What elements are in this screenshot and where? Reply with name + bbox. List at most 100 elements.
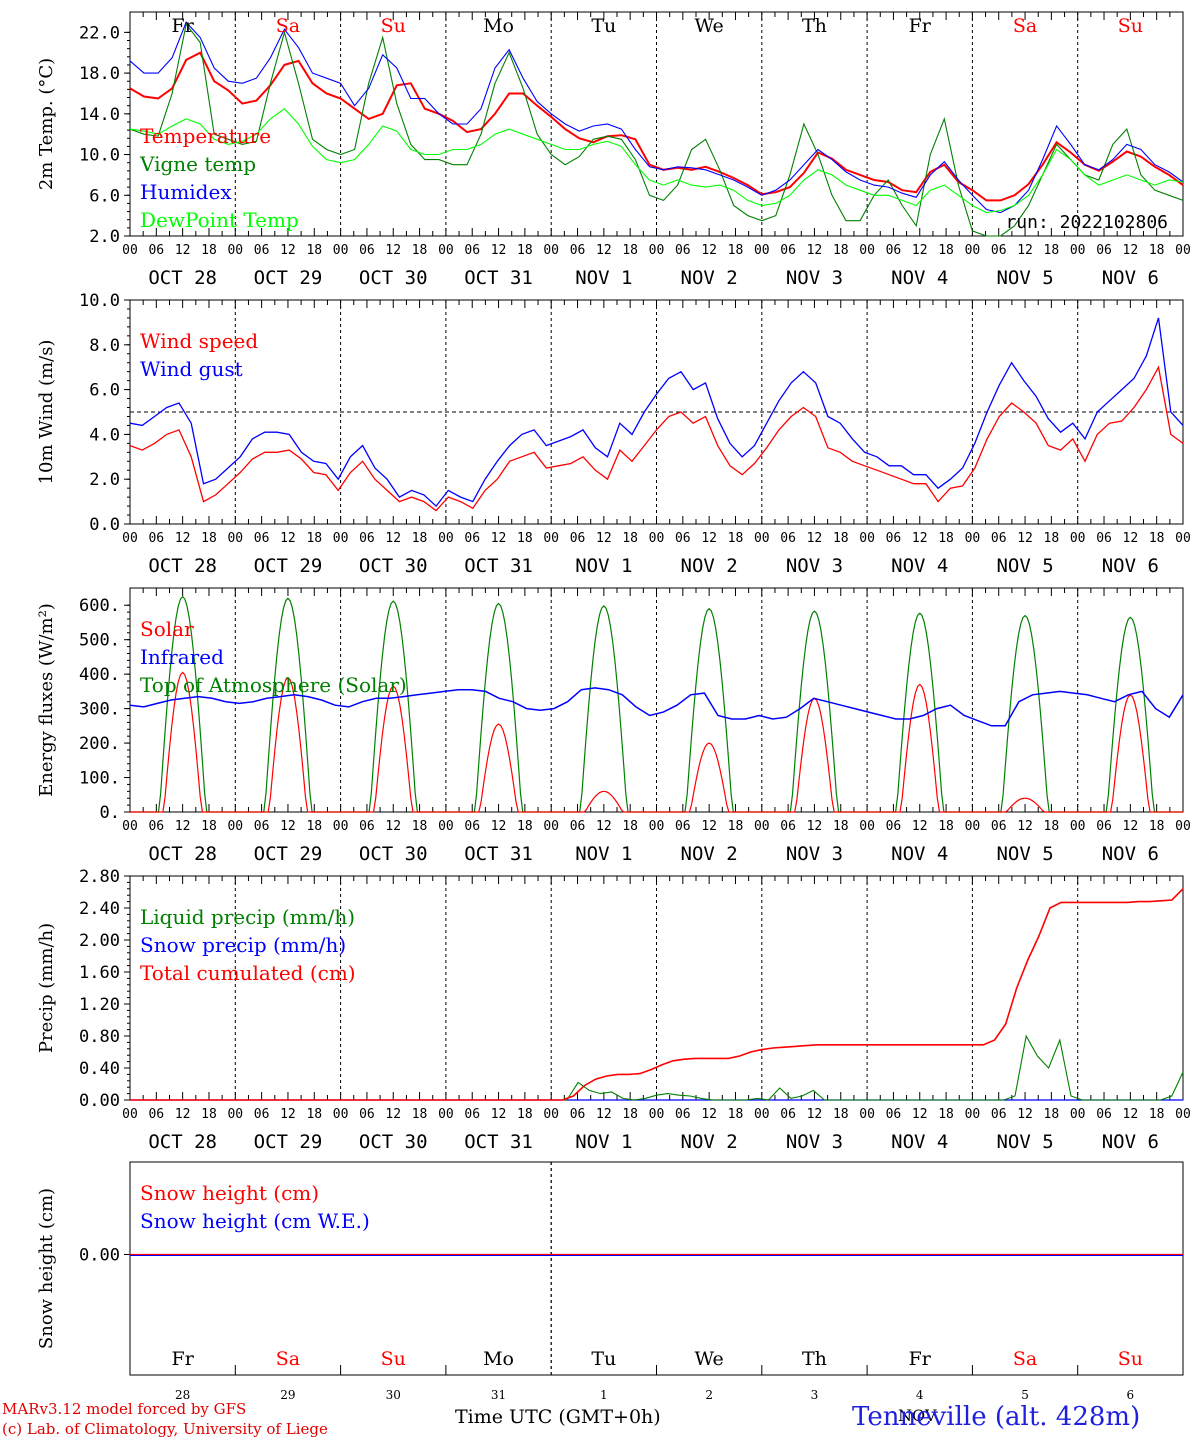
date-label: OCT 28 [148, 555, 217, 577]
day-name: Su [381, 1348, 406, 1370]
run-label: run: 2022102806 [1005, 212, 1168, 233]
hour-label: 18 [1149, 819, 1165, 834]
hour-label: 18 [728, 531, 744, 546]
hour-label: 18 [622, 819, 638, 834]
hour-label: 00 [859, 531, 875, 546]
y-tick-label: 100. [79, 769, 120, 789]
day-name: Sa [276, 1348, 300, 1370]
hour-label: 06 [148, 531, 164, 546]
day-name: Th [802, 15, 827, 37]
hour-label: 06 [570, 819, 586, 834]
panel-5: Snow height (cm) 0.00 Snow height (cm) Snow… [36, 1161, 1184, 1402]
date-label: OCT 29 [254, 267, 323, 289]
hour-label: 00 [1175, 819, 1191, 834]
hour-label: 12 [912, 1107, 928, 1122]
day-number: 2 [705, 1388, 713, 1402]
hour-label: 00 [649, 1107, 665, 1122]
hour-label: 12 [701, 243, 717, 258]
day-number: 5 [1021, 1388, 1029, 1402]
hour-label: 06 [991, 243, 1007, 258]
series-line [130, 888, 1184, 1101]
hour-label: 06 [570, 1107, 586, 1122]
hour-label: 18 [201, 819, 217, 834]
y-tick-label: 0.0 [89, 515, 120, 535]
date-label: OCT 30 [359, 555, 428, 577]
panel-3: Energy fluxes (W/m²) 00 06 12 18 OCT 28 00 06 12… [36, 587, 1191, 865]
hour-label: 00 [333, 531, 349, 546]
day-name: Fr [172, 1348, 195, 1370]
hour-label: 00 [754, 243, 770, 258]
hour-label: 12 [385, 1107, 401, 1122]
hour-label: 06 [780, 819, 796, 834]
y-axis-label: Snow height (cm) [36, 1188, 57, 1349]
hour-label: 18 [728, 1107, 744, 1122]
day-number: 4 [916, 1388, 924, 1402]
hour-label: 06 [886, 819, 902, 834]
hour-label: 06 [991, 1107, 1007, 1122]
hour-label: 06 [570, 243, 586, 258]
date-label: NOV 1 [575, 843, 632, 865]
date-label: OCT 31 [464, 1131, 533, 1153]
hour-label: 18 [412, 531, 428, 546]
day-number: 31 [491, 1388, 506, 1402]
date-label: NOV 5 [996, 843, 1053, 865]
hour-label: 12 [596, 1107, 612, 1122]
hour-label: 18 [306, 243, 322, 258]
date-label: NOV 2 [681, 1131, 738, 1153]
day-name: We [695, 1348, 724, 1370]
date-label: NOV 2 [681, 267, 738, 289]
hour-label: 00 [1175, 1107, 1191, 1122]
y-tick-label: 0.40 [79, 1059, 120, 1079]
y-tick-label: 6.0 [89, 381, 120, 401]
hour-label: 06 [359, 243, 375, 258]
date-label: OCT 28 [148, 843, 217, 865]
hour-label: 12 [1123, 1107, 1139, 1122]
hour-label: 12 [175, 531, 191, 546]
y-tick-label: 1.60 [79, 963, 120, 983]
hour-label: 06 [359, 819, 375, 834]
day-name: Sa [1013, 1348, 1037, 1370]
day-number: 30 [386, 1388, 401, 1402]
date-label: OCT 29 [254, 1131, 323, 1153]
hour-label: 00 [859, 1107, 875, 1122]
date-label: NOV 5 [996, 267, 1053, 289]
hour-label: 06 [254, 1107, 270, 1122]
hour-label: 12 [807, 531, 823, 546]
hour-label: 12 [491, 819, 507, 834]
hour-label: 12 [175, 243, 191, 258]
date-label: OCT 29 [254, 843, 323, 865]
day-name: Mo [483, 15, 514, 37]
date-label: NOV 3 [786, 555, 843, 577]
hour-label: 06 [1096, 819, 1112, 834]
hour-label: 18 [938, 531, 954, 546]
hour-label: 12 [491, 243, 507, 258]
hour-label: 12 [1123, 243, 1139, 258]
hour-label: 18 [1149, 531, 1165, 546]
hour-label: 18 [1044, 1107, 1060, 1122]
hour-label: 18 [938, 243, 954, 258]
hour-label: 18 [412, 819, 428, 834]
hour-label: 00 [543, 1107, 559, 1122]
hour-label: 00 [1070, 243, 1086, 258]
hour-label: 00 [1070, 819, 1086, 834]
series-line [129, 317, 1184, 508]
hour-label: 12 [596, 531, 612, 546]
series-line [129, 687, 1184, 727]
hour-label: 12 [280, 531, 296, 546]
hour-label: 06 [464, 1107, 480, 1122]
y-axis-label: Precip (mm/h) [36, 923, 57, 1053]
hour-label: 12 [385, 243, 401, 258]
hour-label: 06 [464, 243, 480, 258]
hour-label: 06 [991, 531, 1007, 546]
hour-label: 00 [965, 1107, 981, 1122]
hour-label: 06 [254, 819, 270, 834]
hour-label: 00 [122, 1107, 138, 1122]
date-label: OCT 28 [148, 267, 217, 289]
y-tick-label: 22.0 [79, 23, 120, 43]
hour-label: 18 [622, 1107, 638, 1122]
hour-label: 18 [306, 531, 322, 546]
hour-label: 06 [675, 1107, 691, 1122]
hour-label: 12 [596, 819, 612, 834]
series-line [129, 365, 1184, 512]
y-tick-label: 18.0 [79, 64, 120, 84]
